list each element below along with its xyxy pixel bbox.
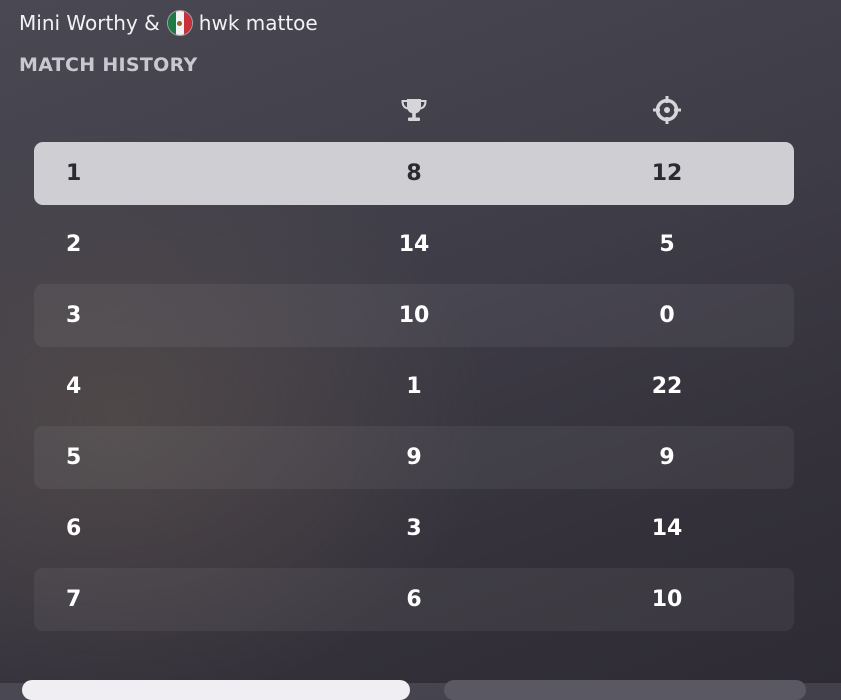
match-score: 6	[406, 587, 422, 612]
match-number: 6	[66, 516, 82, 541]
section-title: MATCH HISTORY	[19, 54, 198, 76]
match-number: 4	[66, 374, 82, 399]
match-number: 2	[66, 232, 82, 257]
match-score: 8	[406, 161, 422, 186]
match-score: 10	[398, 303, 430, 328]
match-kills: 9	[659, 445, 675, 470]
match-row[interactable]: 7 6 10	[34, 568, 794, 631]
match-kills: 14	[651, 516, 683, 541]
match-row[interactable]: 1 8 12	[34, 142, 794, 205]
match-number: 7	[66, 587, 82, 612]
match-score: 1	[406, 374, 422, 399]
match-kills: 0	[659, 303, 675, 328]
match-row[interactable]: 3 10 0	[34, 284, 794, 347]
match-history-list: 1 8 12 2 14 5 3 10 0 4 1 22 5 9 9 6 3 14…	[34, 142, 794, 639]
trophy-icon	[398, 96, 430, 124]
match-number: 1	[66, 161, 82, 186]
match-row[interactable]: 6 3 14	[34, 497, 794, 560]
team-title: Mini Worthy & hwk mattoe	[19, 9, 318, 37]
match-score: 9	[406, 445, 422, 470]
player-two-name: hwk mattoe	[198, 11, 318, 35]
primary-action-button[interactable]	[22, 680, 410, 700]
match-kills: 10	[651, 587, 683, 612]
player-one-name: Mini Worthy &	[19, 11, 160, 35]
match-number: 5	[66, 445, 82, 470]
match-number: 3	[66, 303, 82, 328]
match-row[interactable]: 2 14 5	[34, 213, 794, 276]
match-kills: 22	[651, 374, 683, 399]
mexico-flag-icon	[166, 10, 193, 36]
match-row[interactable]: 5 9 9	[34, 426, 794, 489]
match-kills: 12	[651, 161, 683, 186]
crosshair-icon	[651, 96, 683, 124]
match-score: 14	[398, 232, 430, 257]
match-row[interactable]: 4 1 22	[34, 355, 794, 418]
secondary-action-button[interactable]	[444, 680, 806, 700]
match-kills: 5	[659, 232, 675, 257]
match-score: 3	[406, 516, 422, 541]
